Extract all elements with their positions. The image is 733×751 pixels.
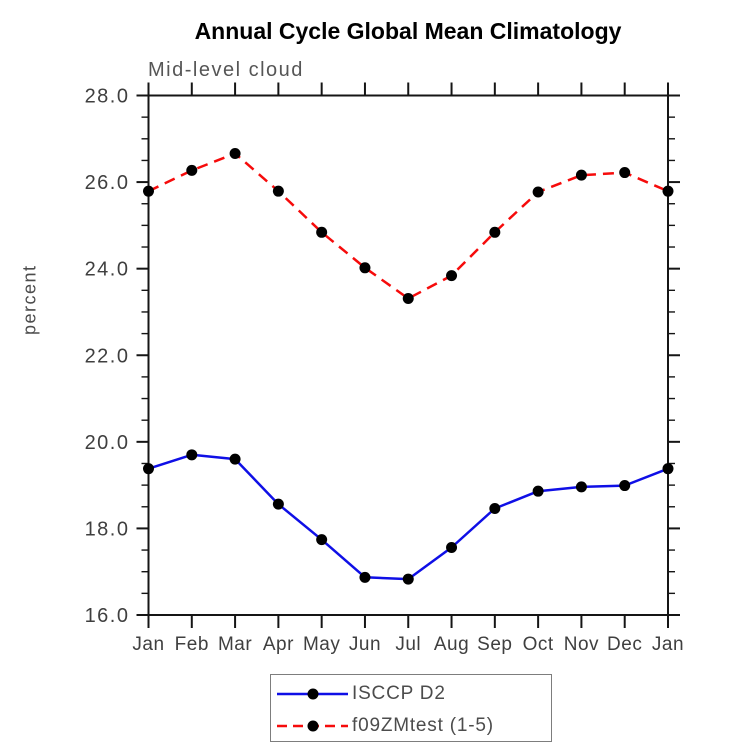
y-tick-label: 20.0 xyxy=(85,432,130,454)
y-tick-label: 16.0 xyxy=(85,605,130,627)
x-tick-label: Jan xyxy=(132,634,164,655)
axis-frame: 16.0 18.0 20.0 22.0 24.0 26.0 28.0 Jan Feb Mar Apr… xyxy=(85,82,684,655)
legend-label-isccp: ISCCP D2 xyxy=(352,683,446,704)
legend: ISCCP D2 f09ZMtest (1-5) xyxy=(270,674,552,742)
x-tick-label: Aug xyxy=(434,634,469,655)
x-tick-label: Mar xyxy=(218,634,252,655)
x-tick-label: Feb xyxy=(175,634,209,655)
series-0 xyxy=(143,449,674,585)
x-tick-label: Sep xyxy=(477,634,512,655)
x-tick-label: May xyxy=(303,634,340,655)
y-tick-label: 18.0 xyxy=(85,518,130,540)
legend-label-f09zmtest: f09ZMtest (1-5) xyxy=(352,715,494,736)
x-tick-label: Oct xyxy=(523,634,554,655)
y-tick-label: 26.0 xyxy=(85,172,130,194)
legend-line-sample-solid-icon xyxy=(277,688,348,700)
chart-subtitle: Mid-level cloud xyxy=(148,59,304,81)
series-1 xyxy=(143,148,674,305)
x-tick-label: Jan xyxy=(652,634,684,655)
x-tick-label: Jun xyxy=(349,634,381,655)
y-tick-label: 22.0 xyxy=(85,345,130,367)
x-tick-label: Dec xyxy=(607,634,642,655)
legend-item-f09zmtest: f09ZMtest (1-5) xyxy=(271,714,494,738)
x-tick-label: Apr xyxy=(263,634,294,655)
y-tick-label: 24.0 xyxy=(85,259,130,281)
legend-item-isccp: ISCCP D2 xyxy=(271,682,446,706)
y-tick-label: 28.0 xyxy=(85,86,130,108)
legend-line-sample-dashed-icon xyxy=(277,720,348,732)
x-tick-label: Jul xyxy=(395,634,421,655)
chart-title: Annual Cycle Global Mean Climatology xyxy=(194,18,622,44)
x-tick-label: Nov xyxy=(564,634,599,655)
